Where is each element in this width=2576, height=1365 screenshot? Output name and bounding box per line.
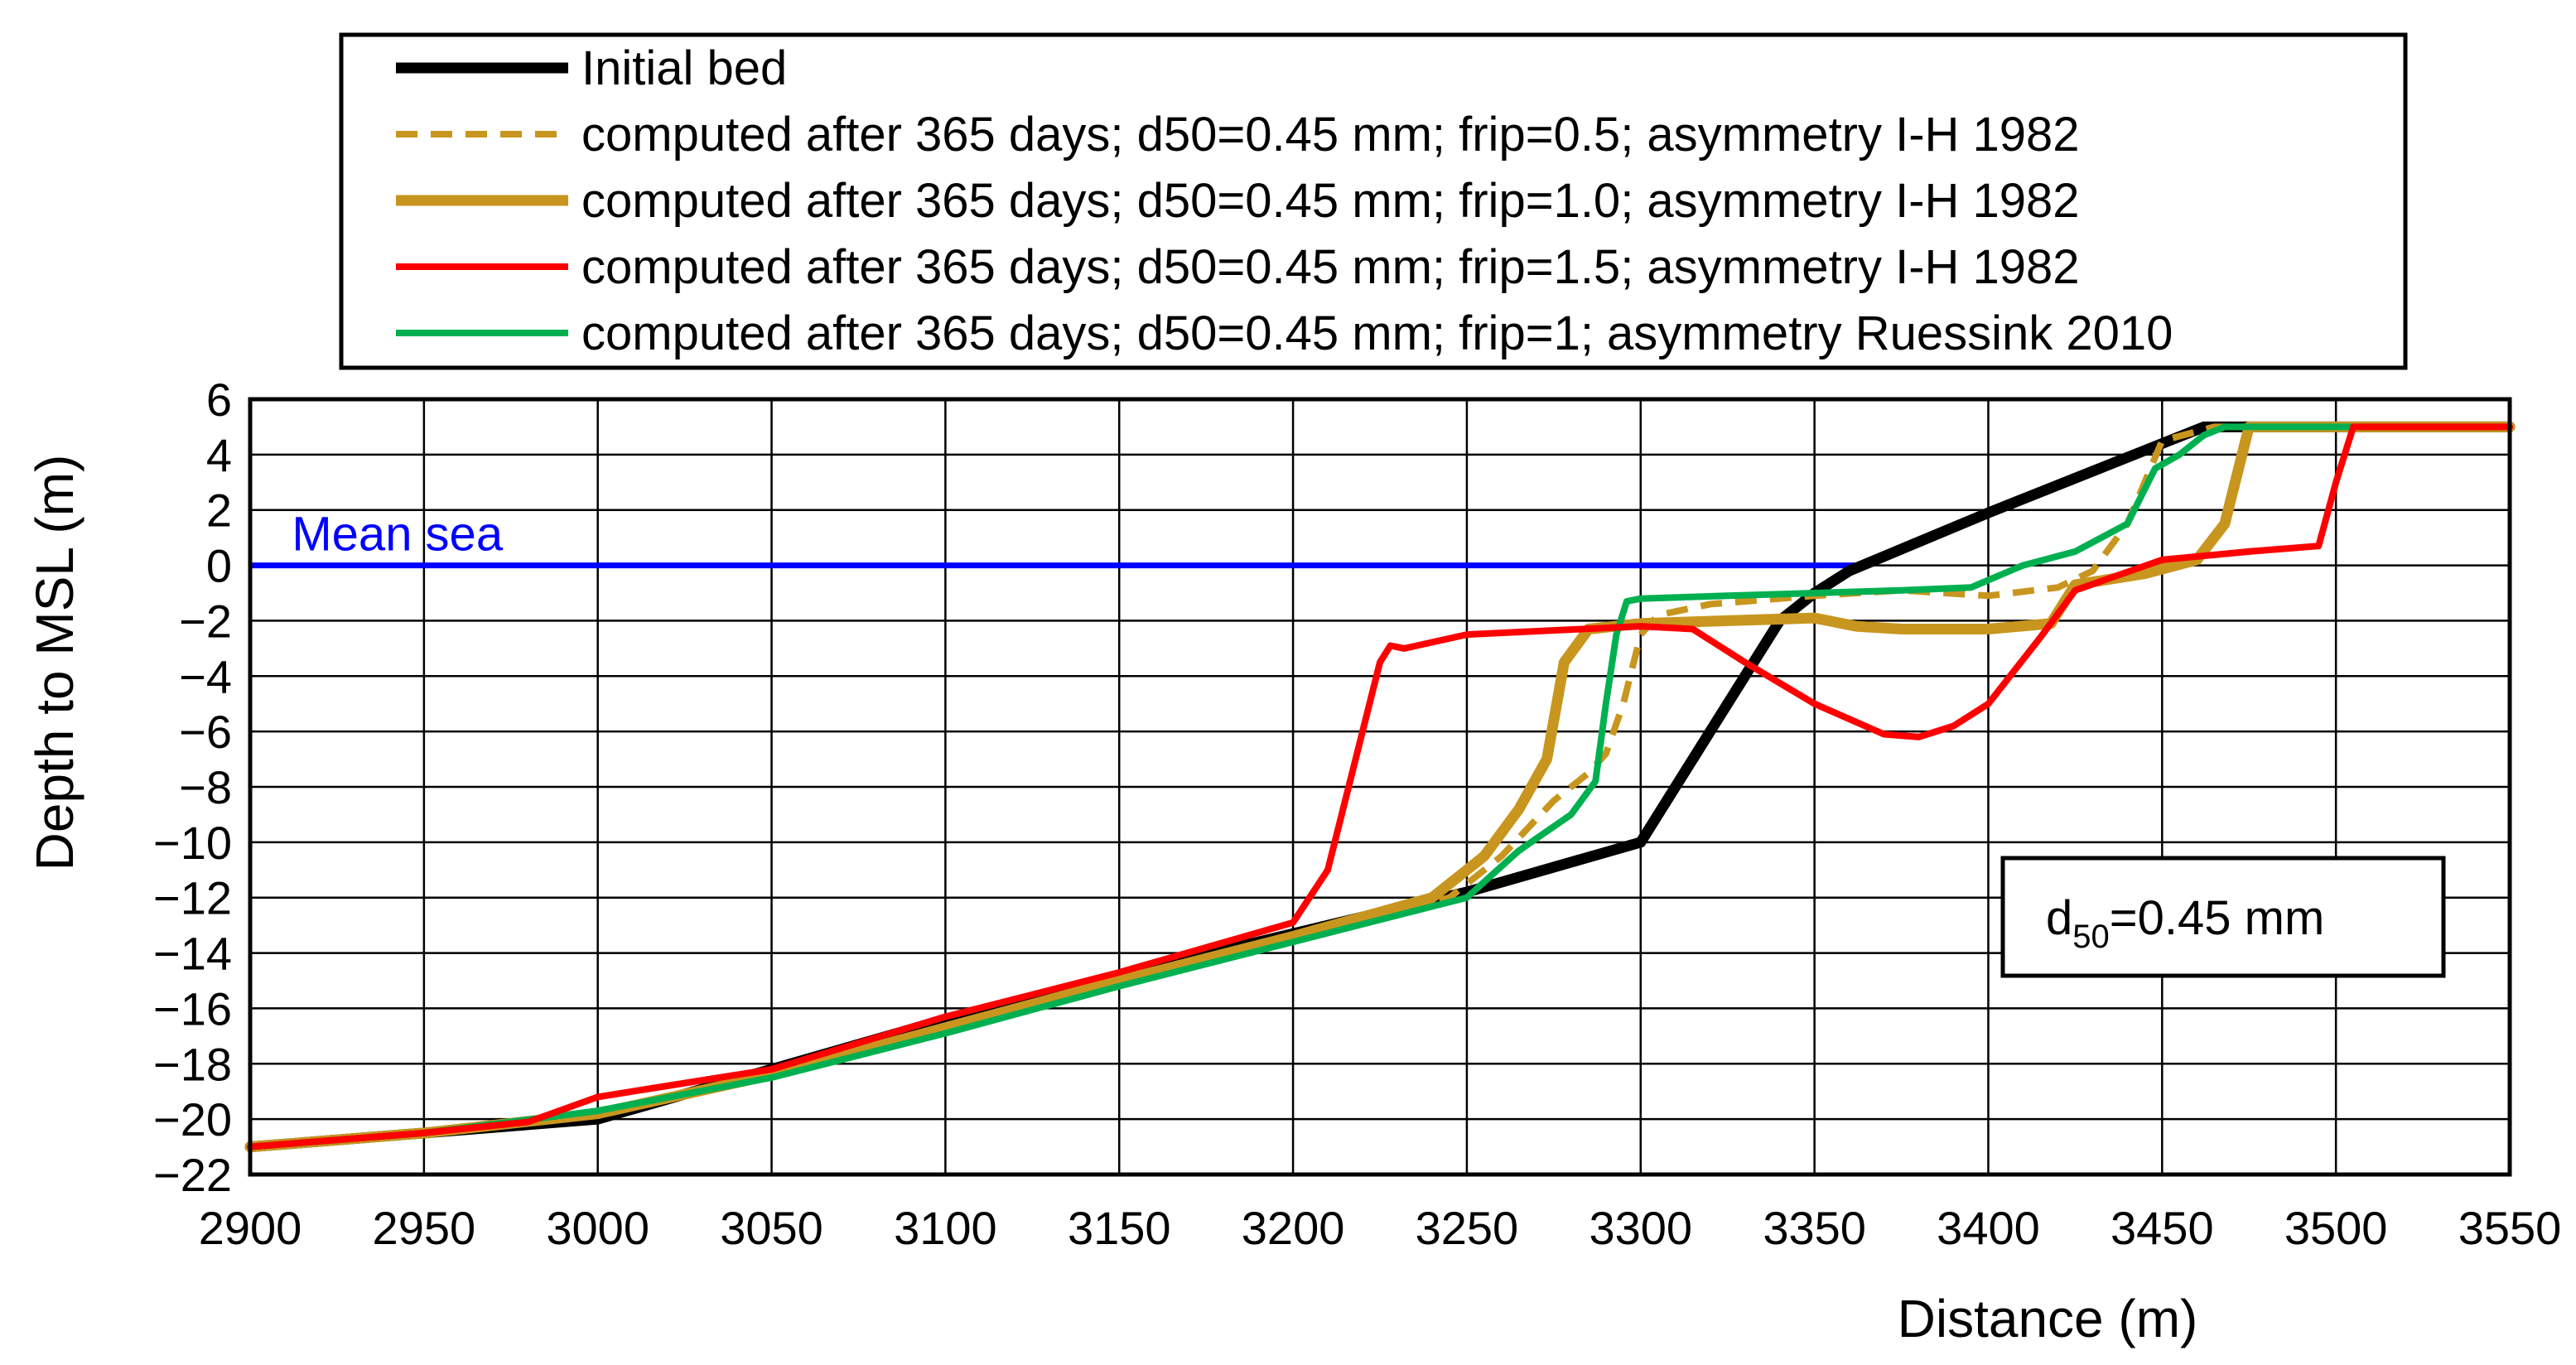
legend-items: Initial bed computed after 365 days; d50=… bbox=[396, 41, 2173, 360]
d50-annotation: d50=0.45 mm bbox=[2000, 856, 2446, 978]
legend-label-2: computed after 365 days; d50=0.45 mm; fr… bbox=[581, 108, 2080, 162]
y-tick-label: −18 bbox=[153, 1038, 232, 1090]
legend-label-4: computed after 365 days; d50=0.45 mm; fr… bbox=[581, 240, 2080, 294]
d50-annotation-text: d50=0.45 mm bbox=[2046, 891, 2324, 955]
legend-label-1: Initial bed bbox=[581, 41, 787, 95]
series-line-5 bbox=[247, 423, 2513, 1150]
d50-suffix: =0.45 mm bbox=[2110, 891, 2325, 945]
y-axis-label: Depth to MSL (m) bbox=[25, 455, 84, 871]
x-tick-label: 3250 bbox=[1416, 1202, 1519, 1254]
d50-annotation-box bbox=[2000, 856, 2446, 978]
x-tick-label: 2900 bbox=[199, 1202, 302, 1254]
y-tick-label: −4 bbox=[179, 650, 232, 702]
legend-label-5: computed after 365 days; d50=0.45 mm; fr… bbox=[581, 306, 2173, 360]
d50-prefix: d bbox=[2046, 891, 2072, 945]
y-tick-label: 2 bbox=[206, 485, 232, 537]
y-tick-label: −6 bbox=[179, 706, 232, 758]
x-tick-label: 3150 bbox=[1068, 1202, 1171, 1254]
x-tick-label: 2950 bbox=[373, 1202, 476, 1254]
y-tick-label: −10 bbox=[153, 817, 232, 869]
mean-sea-layer: Mean sea bbox=[250, 508, 1856, 569]
d50-subscript: 50 bbox=[2072, 919, 2110, 955]
y-tick-label: 0 bbox=[206, 540, 232, 592]
legend: Initial bed computed after 365 days; d50=… bbox=[339, 32, 2408, 370]
y-tick-label: −22 bbox=[153, 1149, 232, 1201]
x-tick-label: 3000 bbox=[546, 1202, 649, 1254]
series-line-4 bbox=[247, 423, 2513, 1150]
y-tick-label: −14 bbox=[153, 928, 232, 980]
series-layer bbox=[244, 421, 2516, 1153]
x-tick-label: 3400 bbox=[1937, 1202, 2040, 1254]
y-tick-label: −20 bbox=[153, 1093, 232, 1146]
grid bbox=[248, 398, 2511, 1176]
y-tick-label: −8 bbox=[179, 761, 232, 813]
y-tick-label: 4 bbox=[206, 429, 232, 481]
x-tick-label: 3100 bbox=[894, 1202, 997, 1254]
y-tick-label: 6 bbox=[206, 374, 232, 426]
legend-label-3: computed after 365 days; d50=0.45 mm; fr… bbox=[581, 174, 2080, 228]
x-tick-label: 3300 bbox=[1589, 1202, 1692, 1254]
y-tick-label: −2 bbox=[179, 595, 232, 647]
x-tick-label: 3350 bbox=[1763, 1202, 1866, 1254]
x-tick-label: 3500 bbox=[2284, 1202, 2388, 1254]
y-tick-label: −16 bbox=[153, 982, 232, 1035]
x-tick-label: 3050 bbox=[720, 1202, 823, 1254]
legend-box bbox=[339, 32, 2408, 370]
plot-area-frame bbox=[248, 397, 2512, 1177]
y-tick-label: −12 bbox=[153, 872, 232, 924]
mean-sea-label: Mean sea bbox=[292, 508, 503, 562]
x-tick-label: 3200 bbox=[1242, 1202, 1345, 1254]
x-tick-label: 3450 bbox=[2110, 1202, 2214, 1254]
x-axis-label: Distance (m) bbox=[1898, 1289, 2198, 1348]
x-tick-labels: 2900 2950 3000 3050 3100 3150 3200 3250 3300 3350… bbox=[199, 1202, 2562, 1254]
x-tick-label: 3550 bbox=[2458, 1202, 2562, 1254]
